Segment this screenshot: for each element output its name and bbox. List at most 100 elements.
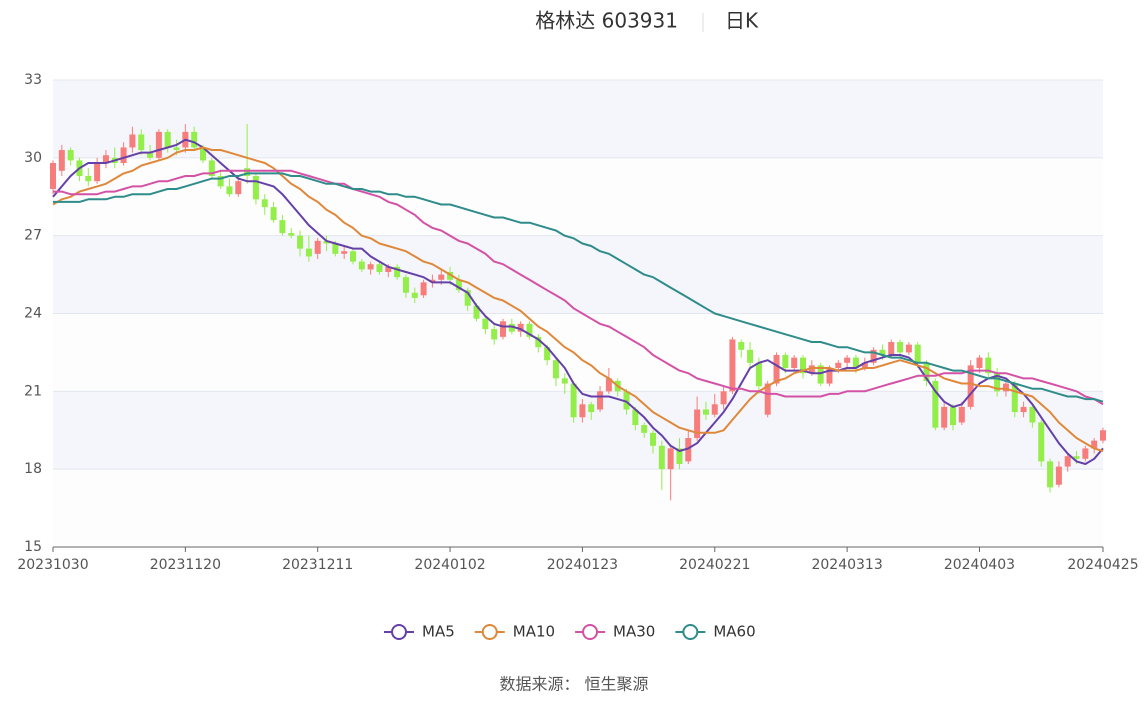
candle-body: [200, 147, 206, 161]
ma-line: [53, 169, 1104, 406]
candle-body: [738, 342, 745, 350]
candle-body: [667, 448, 674, 470]
candle-body: [517, 323, 524, 332]
candle-body: [844, 357, 851, 363]
x-tick-label: 20240403: [944, 557, 1015, 573]
candle-body: [791, 357, 798, 368]
candle-body: [411, 292, 418, 298]
candle-body: [579, 404, 586, 418]
candle-body: [138, 134, 145, 151]
legend-item: MA30: [575, 623, 655, 641]
candle-body: [261, 199, 268, 208]
source-note: 数据来源： 恒生聚源: [499, 675, 648, 694]
candle-body: [447, 271, 454, 280]
candle-body: [1029, 406, 1036, 423]
candle-body: [605, 378, 612, 392]
candle-body: [747, 349, 754, 363]
legend-item: MA10: [474, 623, 555, 641]
candle-body: [191, 131, 198, 148]
candle-body: [420, 282, 427, 296]
candle-body: [1100, 430, 1106, 441]
candle-body: [1073, 456, 1080, 459]
candle-body: [270, 207, 277, 221]
candle-body: [376, 264, 383, 272]
candle-body: [976, 357, 983, 368]
candle-body: [279, 220, 286, 234]
candle-body: [208, 160, 215, 176]
candle-body: [641, 425, 648, 433]
candle-body: [244, 168, 251, 176]
candle-body: [385, 266, 392, 272]
candle-body: [314, 240, 321, 254]
candle-body: [852, 357, 859, 368]
candle-body: [632, 409, 639, 426]
candle-body: [323, 240, 330, 244]
legend-label: MA60: [713, 623, 755, 641]
candle-body: [235, 181, 242, 195]
chart-subtitle: 日K: [725, 9, 759, 33]
candle-body: [870, 349, 877, 363]
candle-body: [923, 362, 930, 381]
candle-body: [1082, 448, 1089, 459]
candle-body: [58, 150, 65, 171]
chart-title: 格林达 603931: [535, 9, 678, 33]
candle-body: [764, 383, 771, 415]
candle-body: [658, 445, 665, 470]
legend-item: MA60: [675, 623, 756, 641]
candle-body: [888, 342, 895, 356]
candle-body: [1020, 406, 1027, 413]
candle-body: [508, 323, 515, 332]
x-tick-label: 20240313: [811, 557, 882, 573]
candle-body: [597, 391, 604, 410]
candle-body: [482, 318, 489, 330]
y-tick-label: 33: [24, 72, 42, 88]
candle-body: [500, 321, 506, 337]
candle-body: [120, 147, 127, 164]
candle-body: [941, 406, 948, 428]
candle-body: [1064, 456, 1071, 467]
ma-line: [52, 146, 1104, 452]
candle-body: [367, 264, 374, 270]
y-tick-label: 21: [24, 383, 42, 399]
x-tick-label: 20240221: [679, 557, 750, 573]
legend-item: MA5: [384, 623, 455, 641]
candle-body: [958, 406, 965, 423]
plot-band: [53, 80, 1103, 158]
candle-body: [288, 233, 295, 236]
candle-body: [702, 409, 709, 415]
candle-body: [102, 155, 109, 164]
candle-body: [544, 347, 551, 361]
candle-body: [817, 365, 824, 384]
candle-body: [473, 305, 480, 319]
candle-body: [800, 357, 806, 374]
candle-body: [994, 373, 1001, 392]
candle-body: [1011, 383, 1018, 413]
plot-band: [53, 235, 1103, 314]
candle-body: [570, 383, 577, 418]
legend-label: MA30: [613, 623, 655, 641]
candle-body: [588, 404, 595, 413]
candle-body: [808, 365, 815, 374]
plot-band: [53, 469, 1103, 547]
candle-body: [782, 355, 789, 368]
ma-line: [53, 172, 1104, 403]
candle-body: [173, 147, 180, 151]
candle-body: [905, 344, 912, 353]
x-tick-label: 20231211: [282, 557, 353, 573]
candle-body: [155, 131, 162, 158]
ma-line: [52, 138, 1104, 465]
candle-body: [402, 277, 409, 293]
x-tick-label: 20240102: [414, 557, 485, 573]
candle-body: [1091, 440, 1098, 449]
candle-body: [729, 339, 736, 392]
y-tick-label: 15: [24, 539, 42, 555]
candle-body: [217, 175, 224, 187]
legend-label: MA5: [422, 623, 455, 641]
candle-body: [711, 404, 718, 415]
candle-body: [297, 235, 304, 249]
candle-body: [526, 323, 533, 337]
candle-body: [1055, 466, 1062, 485]
candle-body: [685, 438, 692, 462]
